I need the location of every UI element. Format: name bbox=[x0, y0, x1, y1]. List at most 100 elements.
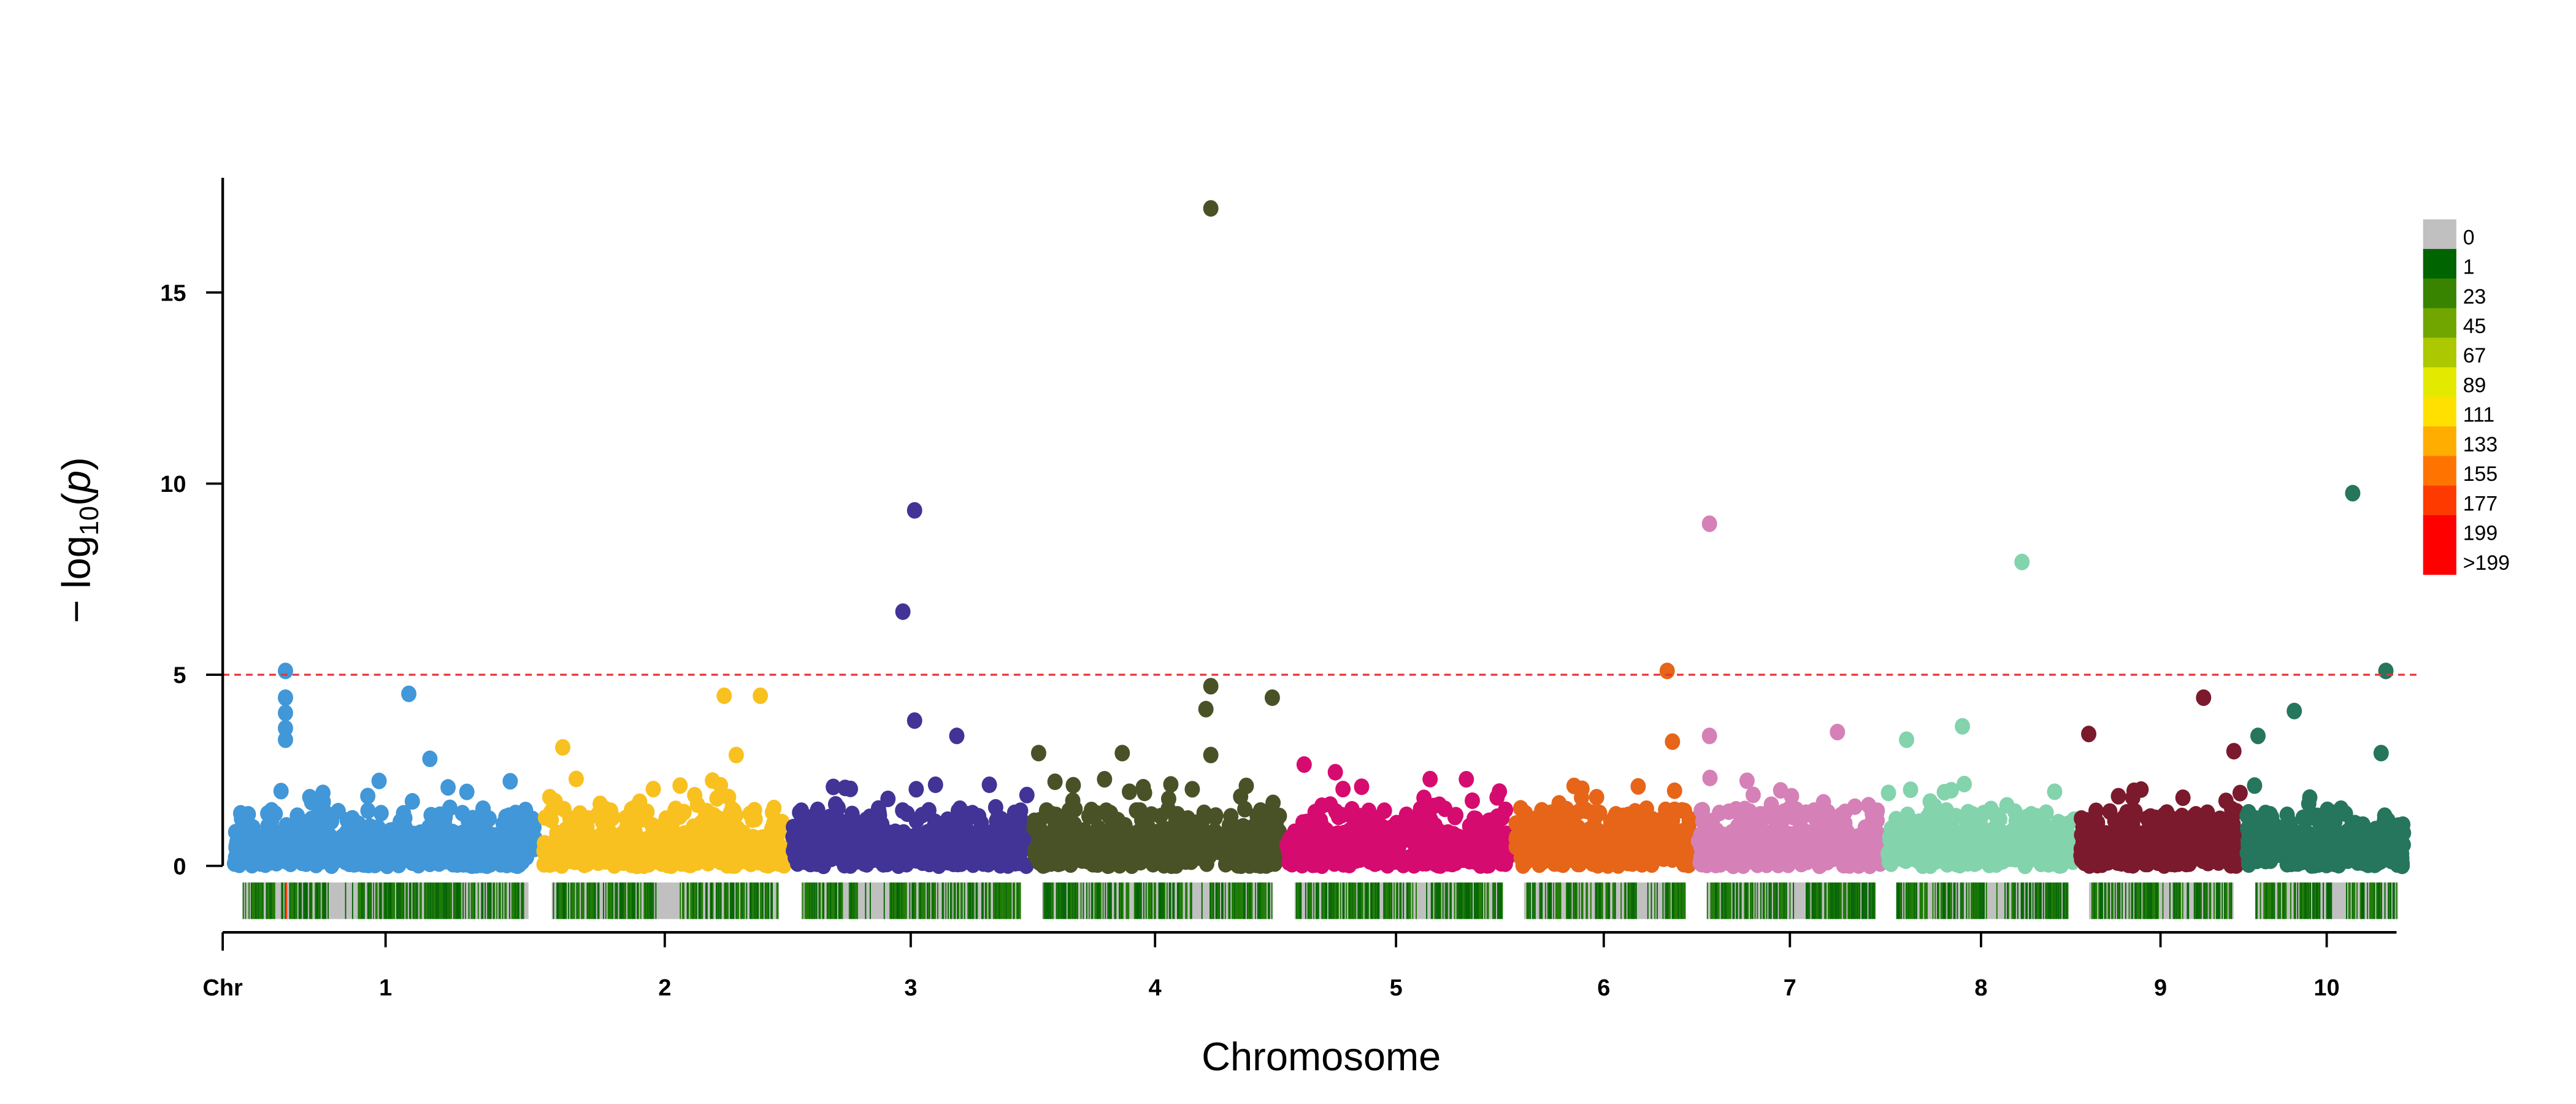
density-bin bbox=[1771, 882, 1773, 919]
snp-point bbox=[1737, 800, 1753, 818]
density-bin bbox=[576, 882, 578, 919]
snp-point bbox=[1089, 845, 1105, 862]
density-bin bbox=[869, 882, 871, 919]
density-bin bbox=[765, 882, 767, 919]
density-bin bbox=[1487, 882, 1489, 919]
density-bin bbox=[1343, 882, 1345, 919]
snp-point bbox=[1047, 813, 1063, 831]
density-bin bbox=[1163, 882, 1165, 919]
snp-point bbox=[618, 810, 634, 827]
snp-point bbox=[2046, 824, 2062, 841]
density-bin bbox=[1863, 882, 1864, 919]
density-bin bbox=[1500, 882, 1502, 919]
density-bin bbox=[1145, 882, 1147, 919]
snp-point bbox=[1706, 827, 1722, 844]
density-bin bbox=[1408, 882, 1410, 919]
density-bin bbox=[1597, 882, 1599, 919]
snp-point bbox=[1382, 829, 1398, 846]
snp-point-notable bbox=[1203, 746, 1219, 764]
density-bin bbox=[597, 882, 599, 919]
density-bin bbox=[909, 882, 911, 919]
snp-point bbox=[2047, 783, 2063, 800]
density-bin bbox=[583, 882, 585, 919]
snp-point bbox=[1881, 843, 1897, 860]
snp-point bbox=[886, 849, 902, 867]
density-bin bbox=[958, 882, 960, 919]
density-bin bbox=[1017, 882, 1019, 919]
snp-point bbox=[1197, 806, 1213, 824]
density-bin bbox=[932, 882, 934, 919]
density-bin bbox=[369, 882, 371, 919]
density-bin bbox=[831, 882, 833, 919]
density-bin bbox=[849, 882, 851, 919]
density-bin bbox=[1732, 882, 1734, 919]
density-bin bbox=[590, 882, 592, 919]
snp-point bbox=[1794, 840, 1810, 857]
density-bin bbox=[716, 882, 718, 919]
density-bin bbox=[651, 882, 653, 919]
density-bin bbox=[1119, 882, 1121, 919]
density-bin bbox=[577, 882, 579, 919]
snp-point bbox=[1601, 837, 1617, 854]
snp-point bbox=[1533, 834, 1549, 851]
density-bin bbox=[563, 882, 565, 919]
snp-point-notable bbox=[1701, 727, 1717, 745]
snp-point bbox=[450, 827, 466, 844]
density-bin bbox=[865, 882, 867, 919]
density-bin bbox=[1173, 882, 1175, 919]
density-bin bbox=[1076, 882, 1078, 919]
density-bin bbox=[964, 882, 965, 919]
density-bin bbox=[1631, 882, 1633, 919]
density-bin bbox=[598, 882, 600, 919]
snp-point bbox=[2305, 849, 2321, 867]
density-bin bbox=[432, 882, 434, 919]
density-bin bbox=[1614, 882, 1616, 919]
snp-point bbox=[1903, 781, 1919, 799]
snp-point bbox=[573, 854, 589, 871]
density-bin bbox=[1232, 882, 1233, 919]
density-bin bbox=[957, 882, 959, 919]
snp-point bbox=[1163, 776, 1179, 793]
density-bin bbox=[1229, 882, 1231, 919]
snp-point bbox=[1109, 845, 1125, 863]
density-bin bbox=[1109, 882, 1111, 919]
snp-point-notable bbox=[2287, 702, 2302, 719]
density-bin bbox=[970, 882, 972, 919]
density-bin bbox=[702, 882, 703, 919]
snp-point bbox=[518, 802, 534, 819]
snp-point bbox=[1869, 812, 1885, 829]
density-bin bbox=[1238, 882, 1240, 919]
density-bin bbox=[1911, 882, 1913, 919]
snp-point bbox=[1263, 802, 1279, 819]
density-bin bbox=[1581, 882, 1582, 919]
density-bin bbox=[1376, 882, 1378, 919]
density-bin bbox=[1311, 882, 1313, 919]
snp-point-notable bbox=[2226, 743, 2242, 760]
density-bin bbox=[628, 882, 630, 919]
density-bin bbox=[1608, 882, 1609, 919]
density-bin bbox=[1141, 882, 1143, 919]
density-bin bbox=[1209, 882, 1211, 919]
density-bin bbox=[1049, 882, 1051, 919]
density-bin bbox=[325, 882, 327, 919]
snp-point bbox=[1615, 807, 1631, 824]
density-bin bbox=[746, 882, 748, 919]
snp-point bbox=[1936, 784, 1952, 801]
density-bin bbox=[593, 882, 595, 919]
snp-point-notable bbox=[1264, 689, 1280, 707]
snp-point bbox=[693, 815, 709, 832]
density-bin bbox=[488, 882, 489, 919]
density-bin bbox=[1264, 882, 1266, 919]
density-bin bbox=[399, 882, 401, 919]
density-bin bbox=[376, 882, 378, 919]
density-bin bbox=[1233, 882, 1235, 919]
density-bin bbox=[1108, 882, 1110, 919]
density-bin bbox=[1836, 882, 1838, 919]
snp-point bbox=[1237, 800, 1253, 818]
snp-point bbox=[2326, 841, 2342, 859]
density-bin bbox=[1316, 882, 1318, 919]
snp-point bbox=[2033, 824, 2049, 841]
density-bin bbox=[1812, 882, 1814, 919]
snp-point bbox=[1850, 837, 1866, 854]
